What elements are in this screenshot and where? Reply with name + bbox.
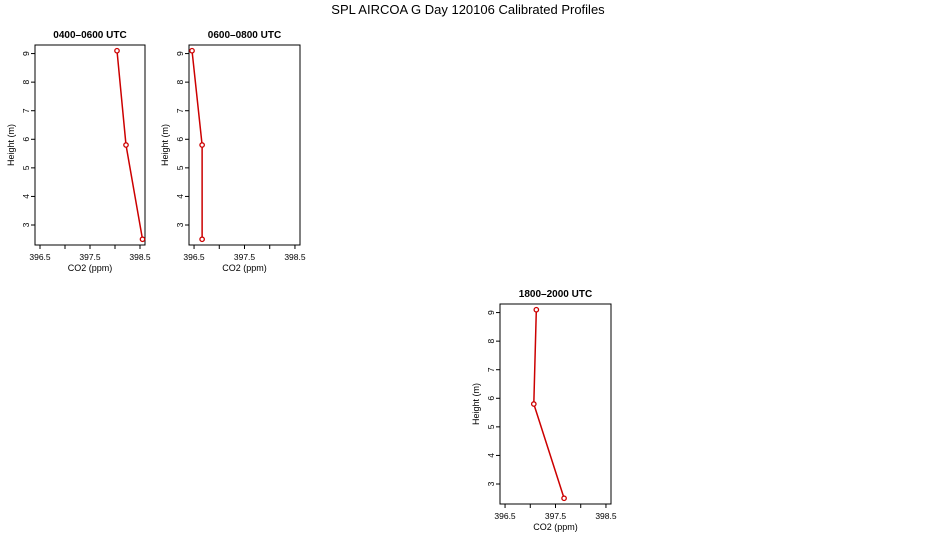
data-point bbox=[561, 495, 567, 502]
x-axis-label: CO2 (ppm) bbox=[533, 522, 578, 532]
data-point bbox=[114, 47, 120, 54]
data-point bbox=[199, 236, 205, 243]
data-point bbox=[530, 401, 537, 407]
y-tick-label: 5 bbox=[175, 165, 185, 170]
y-tick-label: 6 bbox=[486, 396, 496, 401]
x-axis-label: CO2 (ppm) bbox=[68, 263, 113, 273]
y-tick-label: 4 bbox=[175, 194, 185, 199]
y-tick-label: 9 bbox=[486, 310, 496, 315]
x-tick-label: 397.5 bbox=[234, 252, 256, 262]
y-tick-label: 5 bbox=[486, 424, 496, 429]
y-tick-label: 7 bbox=[486, 367, 496, 372]
page-title: SPL AIRCOA G Day 120106 Calibrated Profi… bbox=[331, 2, 605, 17]
x-tick-label: 398.5 bbox=[129, 252, 151, 262]
x-axis-label: CO2 (ppm) bbox=[222, 263, 267, 273]
chart-panel-3: 1800–2000 UTC 396.5 397.5 398.5 3 4 5 6 7 8 9 CO2 (… bbox=[471, 289, 617, 532]
x-tick-label: 398.5 bbox=[595, 511, 617, 521]
y-tick-label: 4 bbox=[486, 453, 496, 458]
y-tick-label: 9 bbox=[175, 51, 185, 56]
panel-title: 0600–0800 UTC bbox=[208, 30, 281, 41]
x-tick-label: 396.5 bbox=[183, 252, 205, 262]
y-axis-label: Height (m) bbox=[6, 124, 16, 166]
y-tick-label: 8 bbox=[21, 80, 31, 85]
y-axis-label: Height (m) bbox=[471, 383, 481, 425]
plot-frame bbox=[188, 44, 301, 246]
data-point bbox=[139, 236, 146, 243]
panel-title: 0400–0600 UTC bbox=[53, 30, 126, 41]
y-tick-label: 3 bbox=[21, 222, 31, 227]
panel-title: 1800–2000 UTC bbox=[519, 289, 592, 300]
y-tick-label: 8 bbox=[486, 339, 496, 344]
y-tick-label: 4 bbox=[21, 194, 31, 199]
profile-line bbox=[116, 50, 144, 240]
y-tick-label: 6 bbox=[21, 137, 31, 142]
y-tick-label: 3 bbox=[175, 222, 185, 227]
y-axis-label: Height (m) bbox=[160, 124, 170, 166]
data-point bbox=[199, 142, 205, 148]
chart-panel-2: 0600–0800 UTC 396.5 397.5 398.5 3 4 5 6 7 8 9 CO2 (… bbox=[160, 30, 306, 273]
x-tick-label: 398.5 bbox=[284, 252, 306, 262]
y-tick-label: 9 bbox=[21, 51, 31, 56]
x-tick-label: 396.5 bbox=[29, 252, 51, 262]
profile-line bbox=[533, 309, 565, 499]
y-tick-label: 3 bbox=[486, 481, 496, 486]
x-tick-label: 397.5 bbox=[79, 252, 101, 262]
data-point bbox=[533, 306, 540, 313]
data-point bbox=[123, 142, 129, 148]
y-tick-label: 7 bbox=[175, 108, 185, 113]
data-point bbox=[189, 47, 195, 54]
y-tick-label: 7 bbox=[21, 108, 31, 113]
x-tick-label: 397.5 bbox=[545, 511, 567, 521]
x-tick-label: 396.5 bbox=[494, 511, 516, 521]
y-tick-label: 5 bbox=[21, 165, 31, 170]
y-tick-label: 8 bbox=[175, 80, 185, 85]
y-tick-label: 6 bbox=[175, 137, 185, 142]
chart-panel-1: 0400–0600 UTC 396.5 397.5 398.5 3 4 5 6 7 8 9 CO2 (… bbox=[6, 30, 151, 273]
